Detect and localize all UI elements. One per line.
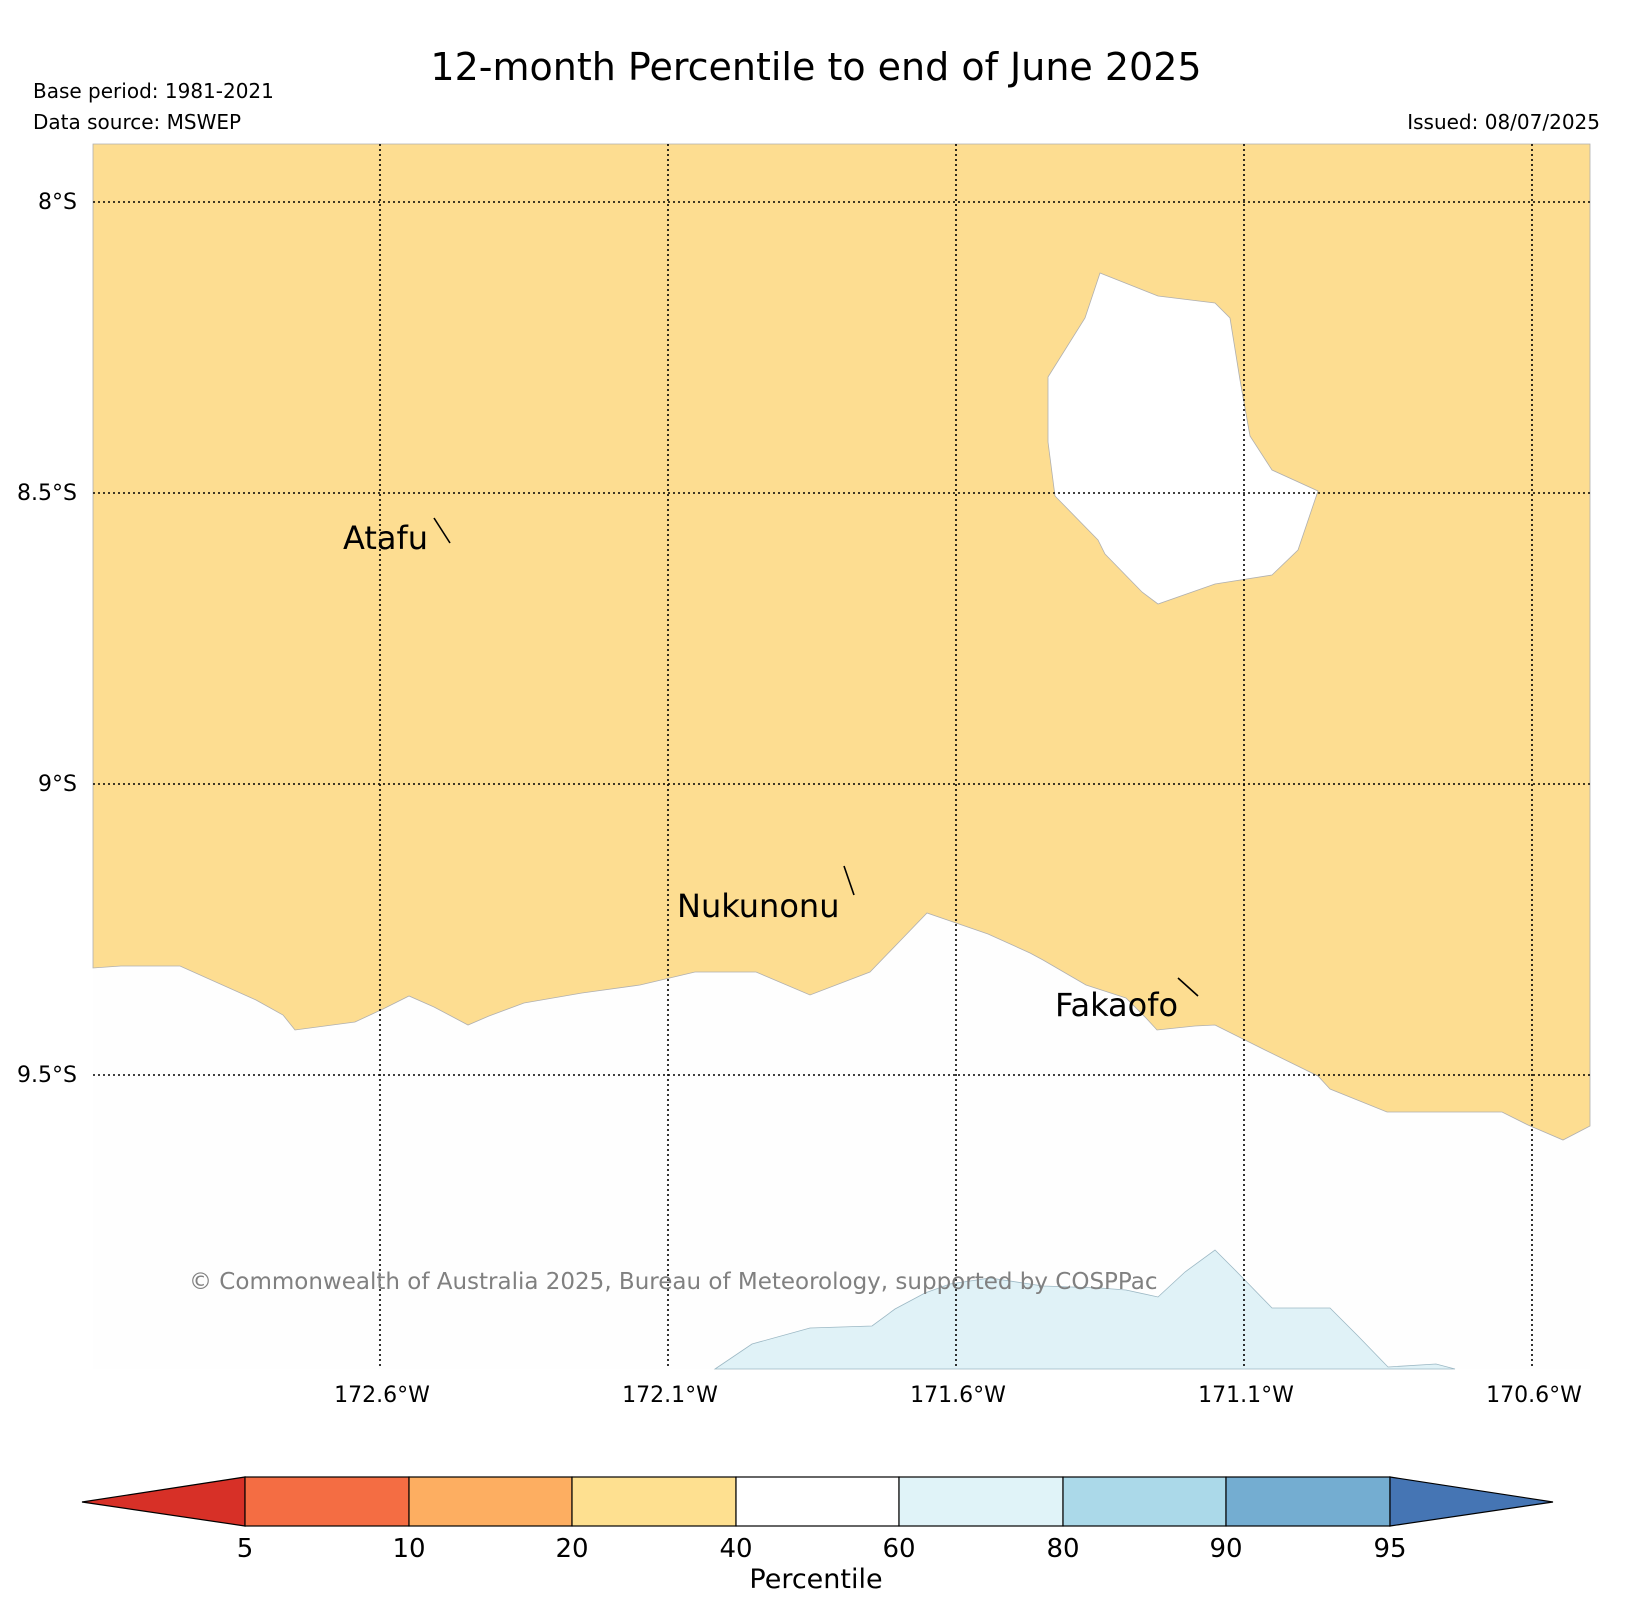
colorbar-bin-80-90 xyxy=(1062,1476,1227,1527)
chart-title: 12-month Percentile to end of June 2025 xyxy=(430,45,1201,89)
colorbar-tick: 95 xyxy=(1373,1534,1406,1564)
lat-label: 8°S xyxy=(38,190,77,215)
atafu-island-marker xyxy=(433,517,451,544)
copyright-notice: © Commonwealth of Australia 2025, Bureau… xyxy=(189,1269,1158,1295)
nukunonu-island-marker xyxy=(843,865,855,896)
colorbar-bin-60-80 xyxy=(898,1476,1064,1527)
latitude-labels: 8°S 8.5°S 9°S 9.5°S xyxy=(17,190,77,1088)
colorbar-ticks: 5 10 20 40 60 80 90 95 xyxy=(237,1534,1407,1564)
colorbar-under-arrow xyxy=(81,1476,246,1527)
colorbar-label: Percentile xyxy=(749,1564,882,1595)
colorbar-bin-5-10 xyxy=(244,1476,410,1527)
colorbar-bin-20-40 xyxy=(571,1476,737,1527)
place-fakaofo: Fakaofo xyxy=(1055,977,1199,1024)
lat-label: 9.5°S xyxy=(17,1063,77,1088)
lon-label: 171.1°W xyxy=(1198,1383,1294,1408)
colorbar-over-arrow xyxy=(1389,1476,1554,1527)
colorbar-tick: 40 xyxy=(719,1534,752,1564)
fakaofo-label: Fakaofo xyxy=(1055,986,1178,1024)
data-source-label: Data source: MSWEP xyxy=(33,110,241,134)
region-60-80-percentile xyxy=(713,1249,1456,1370)
colorbar-tick: 20 xyxy=(555,1534,588,1564)
place-nukunonu: Nukunonu xyxy=(677,865,855,925)
graticule xyxy=(93,144,1590,1369)
colorbar-bin-10-20 xyxy=(408,1476,573,1527)
colorbar: 5 10 20 40 60 80 90 95 Percentile xyxy=(81,1476,1554,1595)
map-panel: 8°S 8.5°S 9°S 9.5°S 172.6°W 172.1°W 171.… xyxy=(17,143,1591,1408)
colorbar-tick: 10 xyxy=(392,1534,425,1564)
colorbar-tick: 80 xyxy=(1046,1534,1079,1564)
longitude-labels: 172.6°W 172.1°W 171.6°W 171.1°W 170.6°W xyxy=(334,1383,1582,1408)
fakaofo-island-marker xyxy=(1177,977,1199,997)
lon-label: 172.6°W xyxy=(334,1383,430,1408)
lon-label: 170.6°W xyxy=(1486,1383,1582,1408)
colorbar-bin-40-60 xyxy=(735,1476,900,1527)
nukunonu-label: Nukunonu xyxy=(677,887,839,925)
place-atafu: Atafu xyxy=(343,517,451,557)
colorbar-tick: 90 xyxy=(1209,1534,1242,1564)
lat-label: 9°S xyxy=(38,772,77,797)
atafu-label: Atafu xyxy=(343,519,428,557)
lat-label: 8.5°S xyxy=(17,481,77,506)
colorbar-tick: 5 xyxy=(237,1534,254,1564)
lon-label: 172.1°W xyxy=(622,1383,718,1408)
base-period-label: Base period: 1981-2021 xyxy=(33,79,274,103)
lon-label: 171.6°W xyxy=(910,1383,1006,1408)
colorbar-tick: 60 xyxy=(882,1534,915,1564)
issued-date-label: Issued: 08/07/2025 xyxy=(1407,110,1600,134)
colorbar-bin-90-95 xyxy=(1225,1476,1391,1527)
